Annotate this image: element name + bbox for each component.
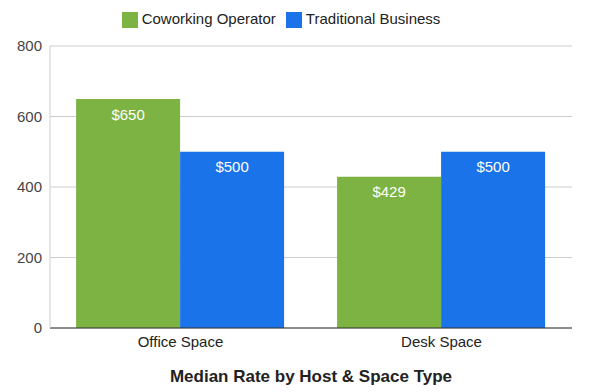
svg-text:$650: $650 — [111, 106, 144, 123]
svg-text:Desk Space: Desk Space — [401, 333, 482, 350]
svg-text:0: 0 — [34, 319, 42, 336]
svg-text:400: 400 — [17, 178, 42, 195]
svg-text:200: 200 — [17, 249, 42, 266]
html-text:Traditional Business: Traditional Business — [305, 10, 441, 27]
svg-text:$500: $500 — [215, 158, 248, 175]
svg-text:$500: $500 — [476, 158, 509, 175]
html-text:Coworking Operator: Coworking Operator — [141, 10, 276, 27]
svg-text:Median Rate by Host & Space Ty: Median Rate by Host & Space Type — [170, 367, 452, 386]
svg-text:600: 600 — [17, 108, 42, 125]
svg-text:Office Space: Office Space — [138, 333, 224, 350]
svg-text:800: 800 — [17, 37, 42, 54]
svg-text:$429: $429 — [372, 183, 405, 200]
